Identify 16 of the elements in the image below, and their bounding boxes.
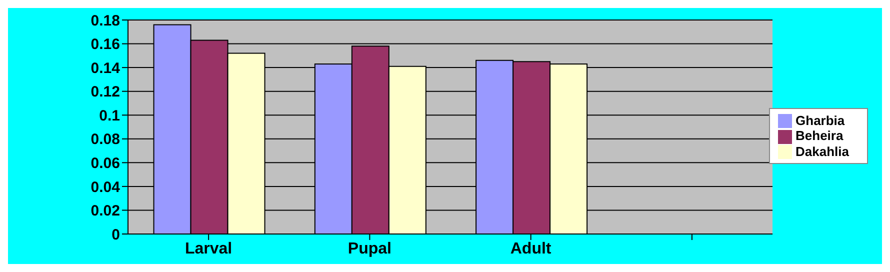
y-tick-label: 0.06 (90, 154, 120, 172)
x-tick-label: Adult (510, 240, 552, 258)
legend-label: Gharbia (796, 112, 845, 128)
legend-label: Dakahlia (796, 144, 849, 159)
y-tick-label: 0.16 (90, 36, 120, 54)
y-tick-label: 0.12 (90, 84, 120, 101)
y-tick-label: 0.04 (90, 178, 121, 196)
x-tick-label: Pupal (348, 240, 392, 258)
x-tick-label: Larval (184, 240, 232, 258)
y-tick-label: 0.08 (90, 131, 120, 148)
y-tick-label: 0.02 (90, 202, 120, 220)
legend-label: Beheira (796, 128, 844, 144)
y-tick-label: 0.18 (90, 12, 120, 30)
y-tick-label: 0.14 (90, 60, 121, 77)
y-tick-label: 0.1 (99, 107, 120, 124)
y-tick-label: 0 (112, 226, 120, 244)
